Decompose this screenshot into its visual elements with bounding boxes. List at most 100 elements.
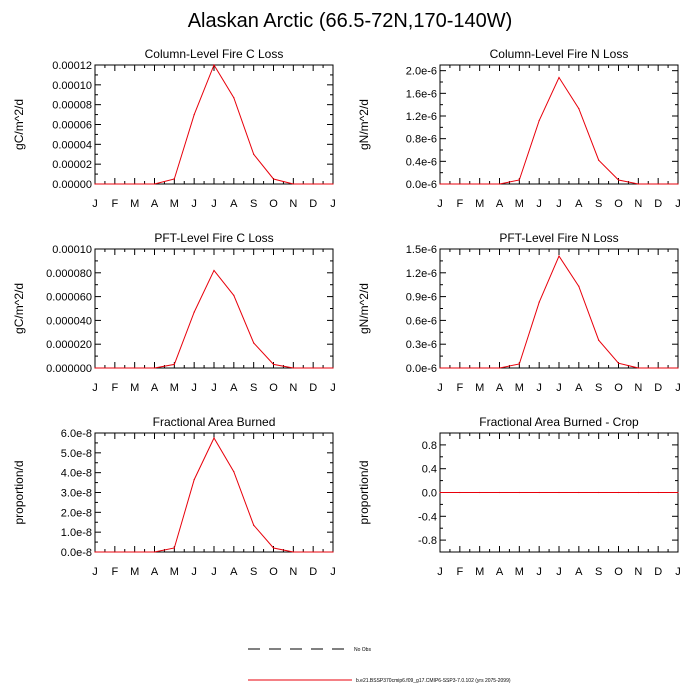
panel-title: Column-Level Fire C Loss <box>145 47 284 61</box>
data-point <box>518 491 520 494</box>
data-point <box>292 183 294 185</box>
y-tick-label: 0.00002 <box>52 159 92 171</box>
data-point <box>578 491 580 494</box>
x-tick-label: J <box>211 198 217 210</box>
y-tick-label: 0.00000 <box>52 179 92 191</box>
data-point <box>657 183 659 185</box>
x-tick-label: J <box>191 198 197 210</box>
legend-label-model: b.e21.BSSP370cmip6.f09_g17.CMIP6-SSP3-7.… <box>356 678 511 684</box>
x-tick-label: M <box>130 198 139 210</box>
data-point <box>94 367 96 369</box>
x-tick-label: D <box>309 198 317 210</box>
x-tick-label: O <box>269 566 278 578</box>
data-point <box>94 183 96 185</box>
x-tick-label: A <box>575 198 583 210</box>
data-point <box>213 269 215 272</box>
data-point <box>479 491 481 494</box>
x-tick-label: J <box>92 198 98 210</box>
series-line <box>95 436 333 553</box>
x-tick-label: J <box>92 566 98 578</box>
x-tick-label: D <box>309 566 317 578</box>
x-tick-label: J <box>330 198 336 210</box>
x-tick-label: A <box>575 566 583 578</box>
data-point <box>332 367 334 369</box>
data-point <box>598 159 600 161</box>
data-point <box>332 551 334 553</box>
x-tick-label: J <box>556 382 562 394</box>
data-point <box>153 551 156 553</box>
x-tick-label: N <box>634 198 642 210</box>
x-tick-label: J <box>675 566 681 578</box>
data-point <box>617 362 620 364</box>
data-point <box>312 183 314 185</box>
data-point <box>578 108 580 110</box>
data-point <box>134 367 136 369</box>
x-tick-label: M <box>475 198 484 210</box>
y-tick-label: 0.0 <box>422 488 437 500</box>
y-axis-label: gC/m^2/d <box>12 283 26 334</box>
y-axis-label: gN/m^2/d <box>357 99 371 150</box>
data-point <box>677 367 679 369</box>
data-point <box>439 367 441 369</box>
plot-frame <box>439 64 679 185</box>
data-point <box>439 183 441 185</box>
y-tick-label: 0.000040 <box>46 315 92 327</box>
data-point <box>193 479 195 481</box>
x-tick-label: A <box>230 382 238 394</box>
x-tick-label: M <box>130 382 139 394</box>
x-tick-label: M <box>475 566 484 578</box>
data-point <box>114 551 116 553</box>
data-point <box>578 285 580 287</box>
data-point <box>538 119 540 122</box>
y-tick-label: 0.0e-8 <box>61 547 92 559</box>
data-point <box>173 547 175 549</box>
x-tick-label: F <box>456 382 463 394</box>
x-tick-label: J <box>556 566 562 578</box>
x-tick-label: A <box>496 566 504 578</box>
data-point <box>538 301 540 303</box>
data-point <box>459 367 461 369</box>
y-tick-label: 2.0e-8 <box>61 507 92 519</box>
x-tick-label: F <box>456 198 463 210</box>
x-tick-label: J <box>92 382 98 394</box>
y-tick-label: 0.00004 <box>52 139 92 151</box>
data-point <box>637 367 639 369</box>
x-tick-label: F <box>456 566 463 578</box>
x-tick-label: J <box>556 198 562 210</box>
data-point <box>193 311 195 313</box>
x-tick-label: J <box>330 566 336 578</box>
panel-title: Fractional Area Burned - Crop <box>479 415 639 429</box>
data-point <box>193 113 195 116</box>
x-tick-label: J <box>675 198 681 210</box>
x-tick-label: A <box>575 382 583 394</box>
data-point <box>479 367 481 369</box>
data-point <box>617 179 620 181</box>
y-tick-label: 1.5e-6 <box>406 244 437 256</box>
x-tick-label: J <box>675 382 681 394</box>
x-tick-label: J <box>536 198 542 210</box>
data-point <box>598 339 600 341</box>
data-point <box>332 183 334 185</box>
data-point <box>173 178 175 180</box>
y-tick-label: 1.2e-6 <box>406 268 437 280</box>
x-tick-label: D <box>654 566 662 578</box>
x-tick-label: N <box>289 566 297 578</box>
y-tick-label: 0.00010 <box>52 244 92 256</box>
data-point <box>173 363 175 366</box>
y-axis-label: proportion/d <box>12 460 26 524</box>
y-axis-label: proportion/d <box>357 460 371 524</box>
x-tick-label: J <box>536 382 542 394</box>
x-tick-label: S <box>595 198 602 210</box>
data-point <box>538 491 540 494</box>
x-tick-label: S <box>250 566 257 578</box>
series-line <box>440 255 678 369</box>
x-tick-label: N <box>634 566 642 578</box>
x-tick-label: D <box>309 382 317 394</box>
data-point <box>558 491 560 494</box>
y-tick-label: 0.00012 <box>52 60 92 72</box>
x-tick-label: A <box>151 198 159 210</box>
plot-frame <box>94 64 334 185</box>
data-point <box>272 547 275 549</box>
data-point <box>498 367 501 369</box>
data-point <box>498 183 501 185</box>
